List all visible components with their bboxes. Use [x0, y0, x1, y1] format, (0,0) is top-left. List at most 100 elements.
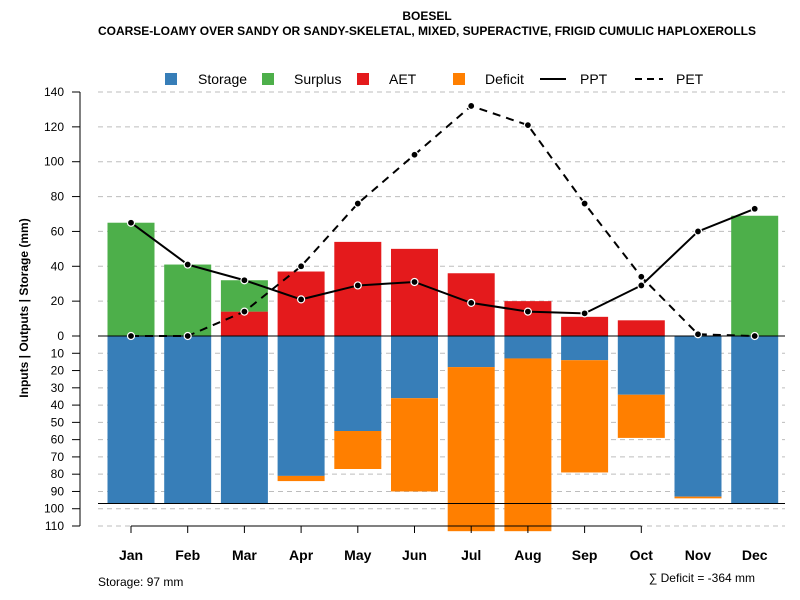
pet-point [410, 150, 419, 159]
x-tick-label: Nov [685, 547, 712, 563]
legend: Storage Surplus AET Deficit PPT PET [165, 71, 704, 87]
legend-aet-label: AET [389, 71, 417, 87]
pet-point [297, 262, 306, 271]
pet-point [750, 331, 759, 341]
bar-surplus [731, 215, 779, 336]
bar-deficit [617, 394, 665, 438]
y-tick-label: 20 [51, 294, 65, 308]
x-tick-label: Aug [514, 547, 541, 563]
bar-storage [164, 336, 212, 504]
y-tick-label: 60 [51, 224, 65, 238]
x-tick-label: Jul [461, 547, 481, 563]
y-tick-label: 50 [51, 415, 65, 429]
ppt-point [693, 227, 703, 236]
bar-aet [561, 316, 609, 336]
bar-storage [447, 336, 495, 368]
y-tick-label: 100 [44, 155, 64, 169]
bar-deficit [504, 358, 552, 532]
bar-deficit [391, 398, 438, 492]
y-tick-label: 80 [51, 467, 65, 481]
bar-deficit [674, 496, 722, 499]
y-tick-label: 70 [51, 450, 65, 464]
pet-point [580, 199, 589, 208]
x-tick-label: Mar [232, 547, 257, 563]
bar-deficit [334, 431, 382, 469]
pet-point [240, 307, 249, 316]
legend-deficit-swatch [453, 73, 465, 85]
x-tick-label: Apr [289, 547, 314, 563]
legend-surplus-swatch [262, 73, 274, 85]
bar-aet [277, 271, 325, 336]
ppt-point [240, 276, 249, 285]
y-tick-label: 140 [44, 85, 64, 99]
bar-storage [731, 336, 779, 504]
ppt-line [130, 207, 756, 315]
pet-line [131, 104, 755, 337]
ppt-point [410, 277, 419, 287]
y-tick-label: 80 [51, 190, 65, 204]
pet-point [183, 331, 192, 341]
ppt-point [637, 281, 646, 290]
y-tick-label: 110 [45, 519, 64, 533]
bar-storage [107, 336, 155, 504]
pet-point [693, 330, 703, 339]
bar-aet [617, 320, 665, 336]
ppt-point [467, 298, 476, 307]
legend-pet-label: PET [676, 71, 704, 87]
x-tick-label: Feb [175, 547, 200, 563]
legend-surplus-label: Surplus [294, 71, 341, 87]
x-tick-label: Jan [119, 547, 143, 563]
ppt-point [353, 281, 362, 290]
bar-storage [504, 336, 552, 359]
bar-storage [391, 336, 438, 399]
y-axis: 140 120 100 80 60 40 20 0 10 20 30 40 50 60 70 80 90 100 1… [44, 85, 81, 533]
bar-aet [504, 301, 552, 336]
bar-surplus [107, 222, 155, 336]
y-tick-label: 40 [51, 259, 65, 273]
ppt-point [126, 218, 136, 227]
bar-storage [277, 336, 325, 476]
x-tick-label: Oct [630, 547, 654, 563]
pet-point [353, 199, 362, 208]
bar-storage [561, 336, 609, 361]
pet-point [126, 331, 136, 341]
ppt-point [297, 295, 306, 304]
y-tick-label: 60 [51, 433, 65, 447]
y-tick-label: 40 [51, 398, 65, 412]
x-axis: Jan Feb Mar Apr May Jun Jul Aug Sep Oct Nov Dec [119, 525, 768, 563]
x-tick-label: Jun [402, 547, 427, 563]
bar-aet [391, 248, 438, 336]
legend-ppt-label: PPT [580, 71, 608, 87]
ppt-point [750, 204, 759, 213]
bar-deficit [561, 360, 609, 473]
legend-storage-label: Storage [198, 71, 247, 87]
y-tick-label: 90 [51, 484, 65, 498]
ppt-point [183, 260, 192, 269]
bars [107, 215, 779, 532]
pet-point [523, 121, 533, 130]
gridlines [98, 91, 785, 527]
chart-title: BOESEL [402, 9, 451, 23]
y-tick-label: 20 [51, 364, 65, 378]
y-tick-label: 120 [44, 120, 64, 134]
bar-storage [617, 336, 665, 395]
legend-storage-swatch [165, 73, 177, 85]
ppt-point [580, 309, 589, 318]
footer-storage: Storage: 97 mm [98, 575, 183, 589]
y-tick-label: 30 [51, 381, 65, 395]
bar-storage [220, 336, 268, 504]
legend-deficit-label: Deficit [485, 71, 524, 87]
x-tick-label: Sep [572, 547, 598, 563]
series-lines [98, 101, 785, 505]
pet-point [637, 272, 646, 281]
bar-storage [674, 336, 722, 497]
footer-deficit: ∑ Deficit = -364 mm [649, 571, 755, 585]
pet-point [467, 101, 476, 111]
chart-subtitle: COARSE-LOAMY OVER SANDY OR SANDY-SKELETA… [98, 24, 756, 38]
bar-deficit [277, 475, 325, 482]
bar-deficit [447, 367, 495, 532]
y-tick-label: 100 [44, 502, 64, 516]
y-tick-label: 0 [57, 329, 64, 343]
x-tick-label: Dec [742, 547, 768, 563]
